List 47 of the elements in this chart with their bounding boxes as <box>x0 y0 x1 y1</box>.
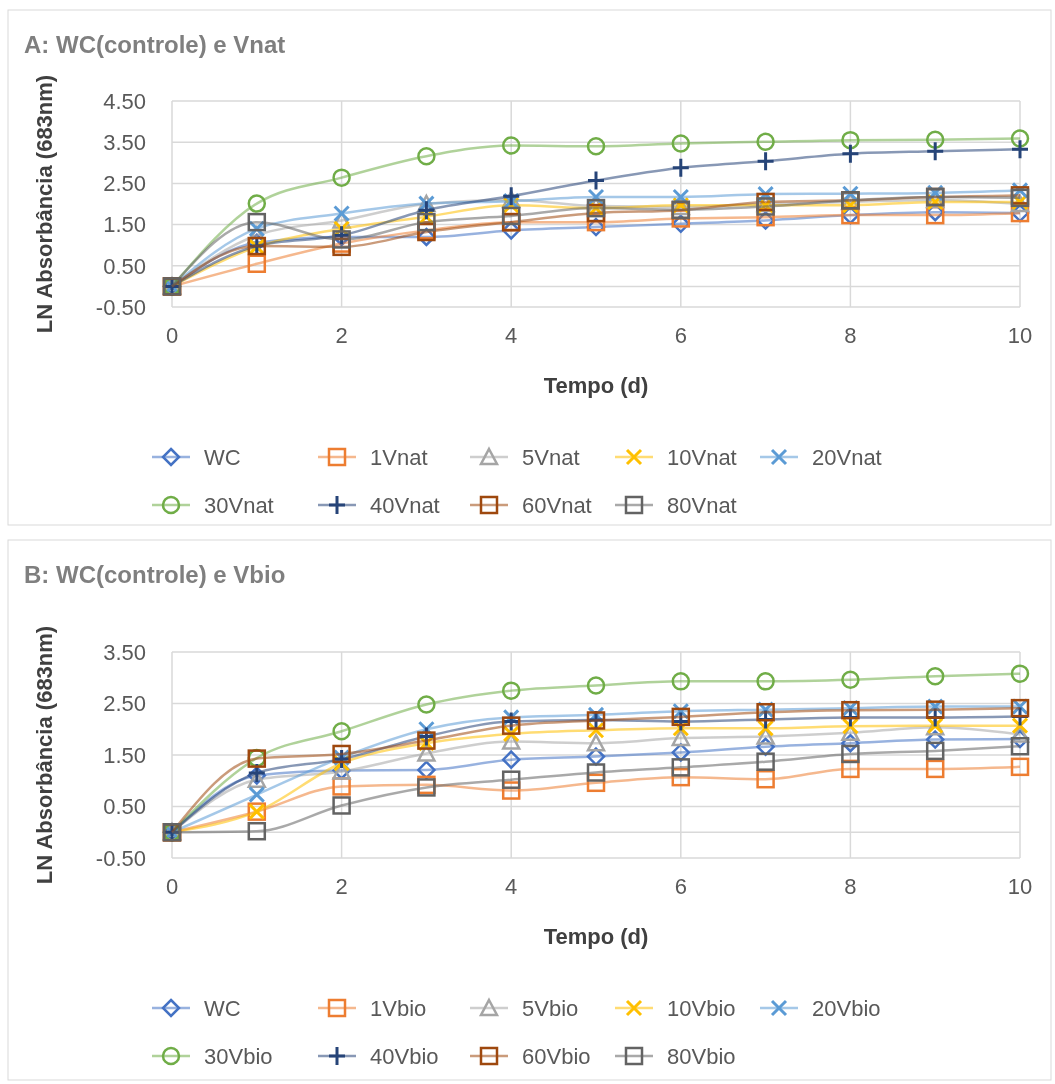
x-tick-label: 8 <box>844 874 857 899</box>
legend-label: 20Vnat <box>812 444 882 470</box>
legend-label: WC <box>204 995 241 1021</box>
x-axis-title: Tempo (d) <box>543 373 649 398</box>
legend-label: 40Vbio <box>370 1043 439 1069</box>
y-tick-label: 4.50 <box>103 88 146 114</box>
y-tick-label: 0.50 <box>103 253 146 279</box>
legend-label: 60Vnat <box>522 492 592 518</box>
y-tick-label: 1.50 <box>103 742 146 768</box>
y-tick-label: 3.50 <box>103 639 146 665</box>
chart-title: A: WC(controle) e Vnat <box>24 31 286 58</box>
legend-label: 80Vnat <box>667 492 737 518</box>
legend-label: 1Vnat <box>370 444 428 470</box>
x-tick-label: 10 <box>1007 874 1033 899</box>
y-tick-label: 2.50 <box>103 691 146 717</box>
chart-title: B: WC(controle) e Vbio <box>24 561 286 588</box>
x-tick-label: 10 <box>1007 323 1033 348</box>
x-tick-label: 4 <box>505 874 518 899</box>
legend-label: 30Vbio <box>204 1043 273 1069</box>
y-tick-label: 3.50 <box>103 129 146 155</box>
y-axis-title: LN Absorbância (683nm) <box>32 74 57 334</box>
x-tick-label: 0 <box>165 323 179 348</box>
y-tick-label: 2.50 <box>103 171 146 197</box>
legend-label: 60Vbio <box>522 1043 591 1069</box>
x-tick-label: 8 <box>844 323 857 348</box>
x-tick-label: 4 <box>505 323 518 348</box>
y-tick-label: 0.50 <box>103 794 146 820</box>
legend-label: 20Vbio <box>812 995 881 1021</box>
x-tick-label: 0 <box>165 874 179 899</box>
x-tick-label: 6 <box>674 323 687 348</box>
legend-label: 5Vnat <box>522 444 580 470</box>
x-tick-label: 2 <box>335 323 348 348</box>
y-tick-label: 1.50 <box>103 212 146 238</box>
legend-label: 40Vnat <box>370 492 440 518</box>
y-axis-title: LN Absorbância (683nm) <box>32 625 57 885</box>
legend-label: 10Vbio <box>667 995 736 1021</box>
x-tick-label: 2 <box>335 874 348 899</box>
x-tick-label: 6 <box>674 874 687 899</box>
y-tick-label: -0.50 <box>95 845 146 871</box>
x-axis-title: Tempo (d) <box>543 924 649 949</box>
legend-label: 30Vnat <box>204 492 274 518</box>
legend-label: WC <box>204 444 241 470</box>
legend-label: 10Vnat <box>667 444 737 470</box>
legend-label: 1Vbio <box>370 995 427 1021</box>
legend-label: 80Vbio <box>667 1043 736 1069</box>
legend-label: 5Vbio <box>522 995 579 1021</box>
y-tick-label: -0.50 <box>95 294 146 320</box>
